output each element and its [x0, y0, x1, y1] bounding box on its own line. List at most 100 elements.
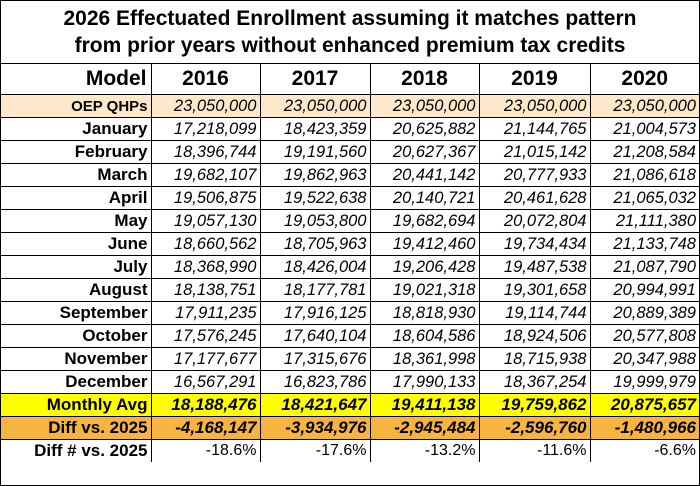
- month-value: 19,191,560: [259, 140, 371, 164]
- month-value: 18,660,562: [150, 232, 261, 256]
- oep-value: 23,050,000: [369, 94, 480, 118]
- oep-row: OEP QHPs 23,050,000 23,050,000 23,050,00…: [1, 94, 699, 118]
- month-value: 19,682,694: [369, 209, 480, 233]
- month-value: 21,111,380: [589, 209, 699, 233]
- month-value: 20,347,988: [589, 347, 699, 371]
- month-value: 19,053,800: [259, 209, 371, 233]
- month-value: 17,911,235: [150, 301, 261, 325]
- month-row: December 16,567,291 16,823,786 17,990,133 18…: [1, 370, 699, 394]
- month-row: November 17,177,677 17,315,676 18,361,998 18…: [1, 347, 699, 371]
- month-row: March 19,682,107 19,862,963 20,441,142 20,77…: [1, 163, 699, 187]
- diff-pct-value: -11.6%: [478, 439, 591, 462]
- month-value: 19,734,434: [478, 232, 591, 256]
- month-value: 20,441,142: [369, 163, 480, 187]
- month-value: 16,567,291: [150, 370, 261, 394]
- month-label: September: [1, 301, 152, 325]
- diff-value: -1,480,966: [589, 416, 699, 440]
- oep-value: 23,050,000: [150, 94, 261, 118]
- month-value: 20,777,933: [478, 163, 591, 187]
- month-value: 18,138,751: [150, 278, 261, 302]
- diff-value: -2,945,484: [369, 416, 480, 440]
- month-value: 18,715,938: [478, 347, 591, 371]
- monthly-avg-value: 20,875,657: [589, 393, 699, 417]
- month-value: 20,140,721: [369, 186, 480, 210]
- month-value: 20,461,628: [478, 186, 591, 210]
- diff-value: -3,934,976: [259, 416, 371, 440]
- month-value: 21,133,748: [589, 232, 699, 256]
- month-value: 19,682,107: [150, 163, 261, 187]
- month-value: 18,396,744: [150, 140, 261, 164]
- month-value: 17,916,125: [259, 301, 371, 325]
- diff-pct-label: Diff # vs. 2025: [1, 439, 152, 462]
- month-value: 17,640,104: [259, 324, 371, 348]
- oep-value: 23,050,000: [589, 94, 699, 118]
- month-value: 17,576,245: [150, 324, 261, 348]
- month-label: November: [1, 347, 152, 371]
- month-value: 20,072,804: [478, 209, 591, 233]
- header-row: Model 2016 2017 2018 2019 2020: [1, 64, 699, 95]
- month-row: May 19,057,130 19,053,800 19,682,694 20,072,…: [1, 209, 699, 233]
- month-value: 18,367,254: [478, 370, 591, 394]
- month-row: August 18,138,751 18,177,781 19,021,318 19,3…: [1, 278, 699, 302]
- header-model: Model: [1, 64, 152, 95]
- month-value: 17,315,676: [259, 347, 371, 371]
- month-value: 16,823,786: [259, 370, 371, 394]
- month-label: June: [1, 232, 152, 256]
- month-value: 20,627,367: [369, 140, 480, 164]
- month-label: April: [1, 186, 152, 210]
- month-value: 17,177,677: [150, 347, 261, 371]
- month-value: 19,522,638: [259, 186, 371, 210]
- month-value: 19,999,979: [589, 370, 699, 394]
- month-value: 19,412,460: [369, 232, 480, 256]
- month-row: July 18,368,990 18,426,004 19,206,428 19,487…: [1, 255, 699, 279]
- header-year: 2018: [369, 64, 480, 95]
- month-row: October 17,576,245 17,640,104 18,604,586 18,…: [1, 324, 699, 348]
- month-label: March: [1, 163, 152, 187]
- month-value: 21,208,584: [589, 140, 699, 164]
- month-value: 21,144,765: [478, 117, 591, 141]
- diff-value: -2,596,760: [478, 416, 591, 440]
- oep-value: 23,050,000: [259, 94, 371, 118]
- enrollment-table: Model 2016 2017 2018 2019 2020 OEP QHPs …: [1, 64, 699, 462]
- diff-pct-value: -17.6%: [259, 439, 371, 462]
- monthly-avg-value: 18,188,476: [150, 393, 261, 417]
- month-label: February: [1, 140, 152, 164]
- month-value: 21,086,618: [589, 163, 699, 187]
- month-label: October: [1, 324, 152, 348]
- monthly-avg-value: 19,411,138: [369, 393, 480, 417]
- month-value: 19,301,658: [478, 278, 591, 302]
- month-value: 18,924,506: [478, 324, 591, 348]
- month-value: 19,862,963: [259, 163, 371, 187]
- month-value: 19,206,428: [369, 255, 480, 279]
- diff-value: -4,168,147: [150, 416, 261, 440]
- diff-pct-value: -13.2%: [369, 439, 480, 462]
- month-value: 20,577,808: [589, 324, 699, 348]
- oep-value: 23,050,000: [478, 94, 591, 118]
- month-label: December: [1, 370, 152, 394]
- header-year: 2019: [478, 64, 591, 95]
- monthly-avg-value: 19,759,862: [478, 393, 591, 417]
- month-value: 17,218,099: [150, 117, 261, 141]
- diff-pct-row: Diff # vs. 2025 -18.6% -17.6% -13.2% -11…: [1, 439, 699, 462]
- month-value: 20,625,882: [369, 117, 480, 141]
- month-value: 18,705,963: [259, 232, 371, 256]
- month-value: 18,818,930: [369, 301, 480, 325]
- month-row: June 18,660,562 18,705,963 19,412,460 19,734…: [1, 232, 699, 256]
- diff-pct-value: -6.6%: [589, 439, 699, 462]
- month-value: 19,114,744: [478, 301, 591, 325]
- month-row: January 17,218,099 18,423,359 20,625,882 21,…: [1, 117, 699, 141]
- table-title: 2026 Effectuated Enrollment assuming it …: [1, 1, 699, 64]
- title-line-1: 2026 Effectuated Enrollment assuming it …: [63, 7, 637, 30]
- month-value: 18,604,586: [369, 324, 480, 348]
- title-line-2: from prior years without enhanced premiu…: [74, 34, 626, 57]
- header-year: 2020: [589, 64, 699, 95]
- month-value: 19,057,130: [150, 209, 261, 233]
- oep-label: OEP QHPs: [1, 94, 152, 118]
- month-label: May: [1, 209, 152, 233]
- month-value: 18,423,359: [259, 117, 371, 141]
- month-value: 18,361,998: [369, 347, 480, 371]
- header-year: 2016: [150, 64, 261, 95]
- month-label: August: [1, 278, 152, 302]
- month-label: January: [1, 117, 152, 141]
